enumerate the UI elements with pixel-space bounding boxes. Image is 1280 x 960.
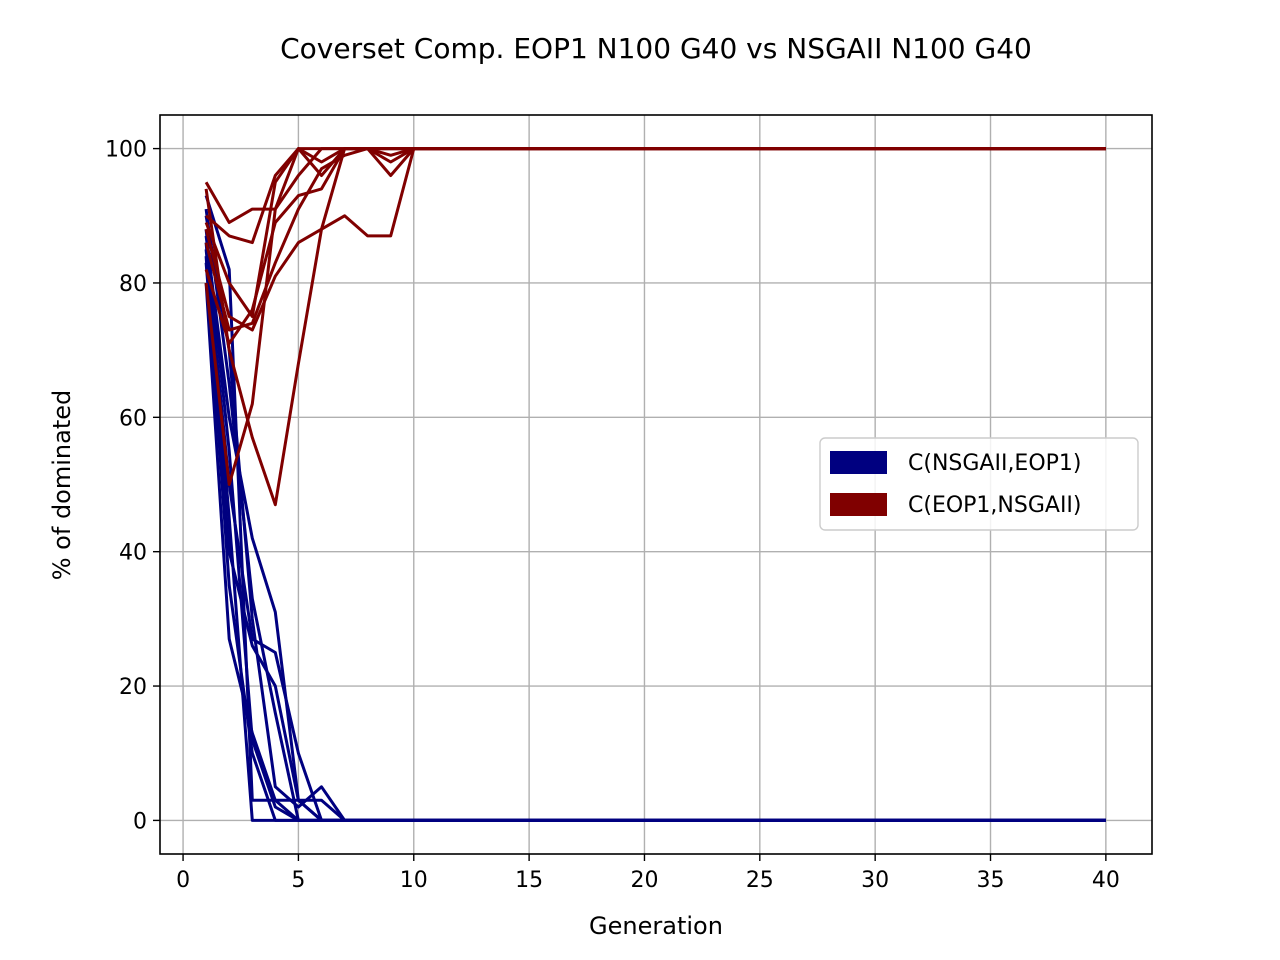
legend: C(NSGAII,EOP1) C(EOP1,NSGAII) <box>819 437 1139 531</box>
x-axis-label: Generation <box>589 912 723 940</box>
y-tick-label: 80 <box>119 272 147 297</box>
plot-frame <box>159 114 1153 855</box>
legend-label-nsgaii-eop1: C(NSGAII,EOP1) <box>908 451 1082 476</box>
x-tick-label: 10 <box>400 868 428 893</box>
series-line-nsgaii-eop1-1 <box>204 215 1106 822</box>
x-tick-label: 0 <box>176 868 190 893</box>
y-tick-label: 0 <box>133 809 147 834</box>
x-tick-label: 40 <box>1092 868 1120 893</box>
x-tick-label: 35 <box>977 868 1005 893</box>
x-tick-label: 25 <box>746 868 774 893</box>
legend-box <box>819 437 1139 531</box>
chart-title: Coverset Comp. EOP1 N100 G40 vs NSGAII N… <box>280 32 1032 65</box>
series-line-nsgaii-eop1-9 <box>204 255 1106 822</box>
ticks: 0 5 10 15 20 25 30 35 40 0 20 40 60 80 100 <box>105 138 1120 893</box>
x-tick-label: 15 <box>515 868 543 893</box>
series-layer <box>204 147 1106 822</box>
y-tick-label: 40 <box>119 541 147 566</box>
legend-swatch-eop1-nsgaii <box>830 493 887 516</box>
y-axis-label: % of dominated <box>48 390 76 581</box>
y-tick-label: 100 <box>105 138 147 163</box>
y-tick-label: 60 <box>119 406 147 431</box>
y-tick-label: 20 <box>119 675 147 700</box>
x-tick-label: 30 <box>861 868 889 893</box>
series-line-eop1-nsgaii-17 <box>204 147 1106 332</box>
legend-swatch-nsgaii-eop1 <box>830 451 887 474</box>
x-tick-label: 20 <box>630 868 658 893</box>
legend-label-eop1-nsgaii: C(EOP1,NSGAII) <box>908 493 1082 518</box>
x-tick-label: 5 <box>291 868 305 893</box>
